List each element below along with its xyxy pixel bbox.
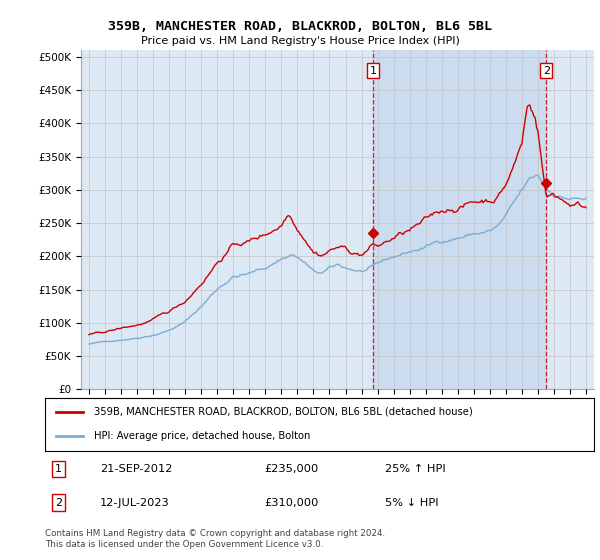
Text: 1: 1	[370, 66, 377, 76]
Text: HPI: Average price, detached house, Bolton: HPI: Average price, detached house, Bolt…	[94, 431, 311, 441]
Text: 359B, MANCHESTER ROAD, BLACKROD, BOLTON, BL6 5BL (detached house): 359B, MANCHESTER ROAD, BLACKROD, BOLTON,…	[94, 407, 473, 417]
Text: Contains HM Land Registry data © Crown copyright and database right 2024.
This d: Contains HM Land Registry data © Crown c…	[45, 529, 385, 549]
Text: 359B, MANCHESTER ROAD, BLACKROD, BOLTON, BL6 5BL: 359B, MANCHESTER ROAD, BLACKROD, BOLTON,…	[108, 20, 492, 32]
Text: 2: 2	[55, 498, 62, 507]
Text: 5% ↓ HPI: 5% ↓ HPI	[385, 498, 439, 507]
Text: 25% ↑ HPI: 25% ↑ HPI	[385, 464, 446, 474]
Text: Price paid vs. HM Land Registry's House Price Index (HPI): Price paid vs. HM Land Registry's House …	[140, 36, 460, 46]
Text: 1: 1	[55, 464, 62, 474]
Text: 21-SEP-2012: 21-SEP-2012	[100, 464, 172, 474]
Text: £310,000: £310,000	[265, 498, 319, 507]
Bar	[373, 50, 547, 389]
Text: £235,000: £235,000	[265, 464, 319, 474]
Text: 2: 2	[543, 66, 550, 76]
Text: 12-JUL-2023: 12-JUL-2023	[100, 498, 170, 507]
